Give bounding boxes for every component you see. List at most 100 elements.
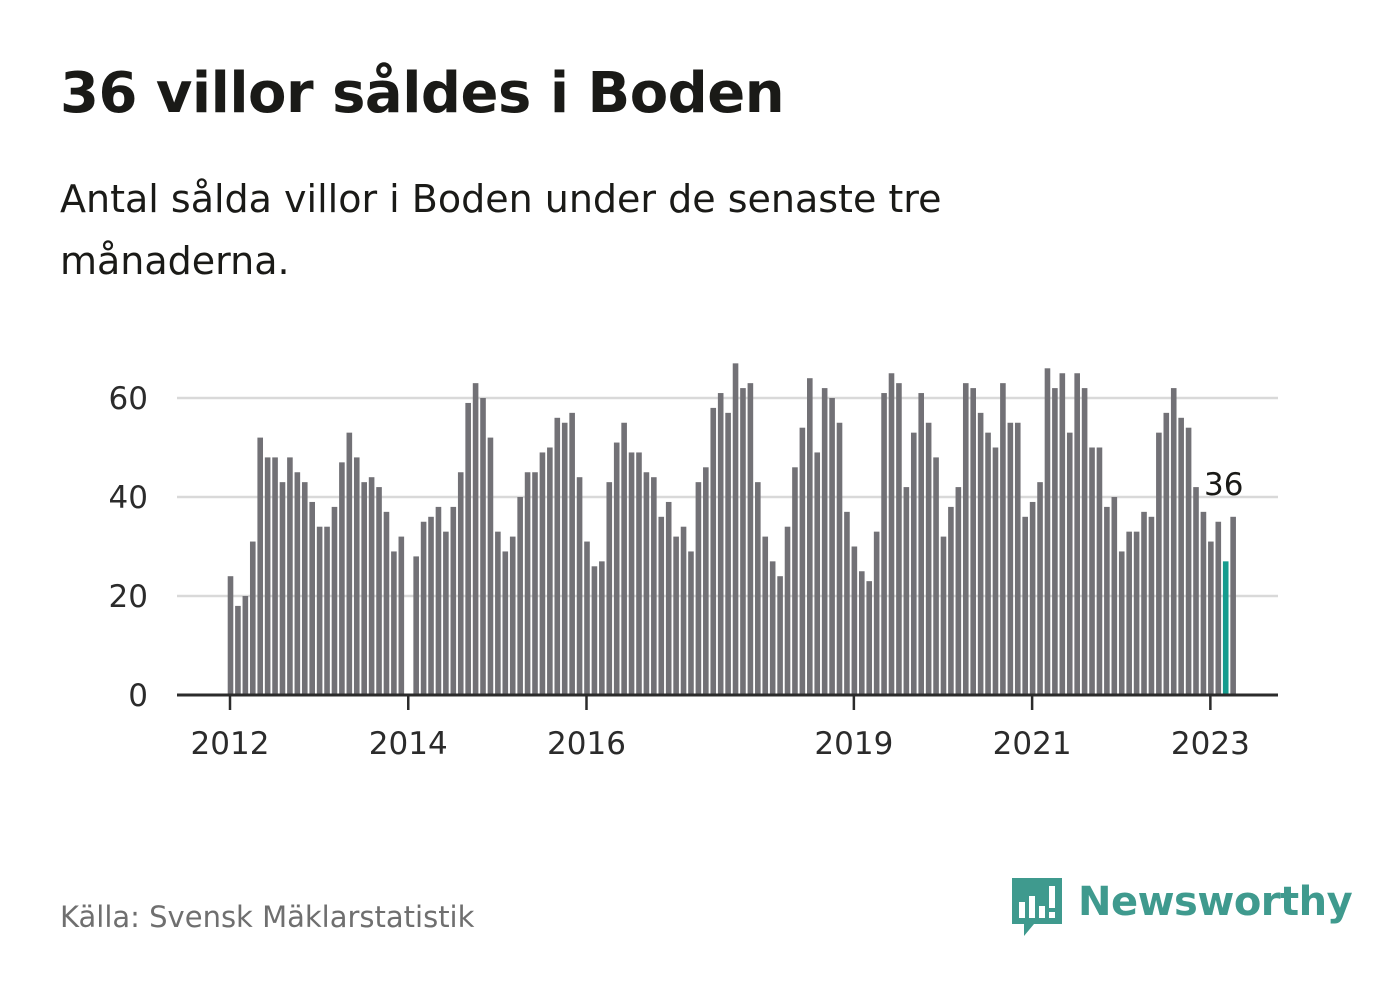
bar bbox=[1163, 412, 1170, 695]
bar bbox=[1059, 373, 1066, 695]
bar bbox=[658, 516, 665, 695]
bar bbox=[1230, 516, 1236, 695]
bar bbox=[420, 521, 427, 695]
bar bbox=[1104, 506, 1110, 695]
bar bbox=[1111, 497, 1118, 695]
chart-title: 36 villor såldes i Boden bbox=[60, 61, 785, 126]
y-tick-label: 40 bbox=[109, 480, 148, 516]
bar bbox=[316, 526, 323, 695]
bar bbox=[695, 482, 702, 695]
bar bbox=[599, 561, 605, 695]
bar bbox=[1089, 447, 1095, 695]
x-tick-label: 2012 bbox=[191, 726, 270, 762]
bar bbox=[1185, 427, 1192, 695]
bar bbox=[955, 487, 962, 695]
bar bbox=[940, 536, 947, 695]
bar bbox=[1118, 551, 1125, 695]
bar bbox=[539, 452, 546, 695]
newsworthy-logo[interactable]: Newsworthy bbox=[1012, 878, 1353, 940]
bar bbox=[606, 482, 613, 695]
bar bbox=[331, 506, 338, 695]
bar bbox=[1170, 388, 1177, 695]
bar bbox=[1141, 511, 1147, 695]
newsworthy-logo-icon bbox=[1012, 878, 1062, 936]
bar bbox=[762, 536, 769, 695]
bar bbox=[740, 388, 746, 695]
bar bbox=[398, 536, 405, 695]
bar bbox=[717, 393, 724, 695]
bar bbox=[688, 551, 694, 695]
bar bbox=[1074, 373, 1080, 695]
bar bbox=[710, 407, 717, 695]
bar bbox=[977, 412, 984, 695]
bar bbox=[755, 482, 761, 695]
bar bbox=[1215, 521, 1222, 695]
bar bbox=[279, 482, 286, 695]
bars bbox=[227, 363, 1236, 695]
bar bbox=[1200, 511, 1207, 695]
bar bbox=[480, 398, 486, 695]
bar bbox=[272, 457, 278, 695]
bar bbox=[1000, 383, 1006, 695]
y-tick-label: 60 bbox=[109, 381, 148, 417]
bar bbox=[294, 472, 301, 695]
bar bbox=[881, 393, 887, 695]
bar bbox=[428, 516, 434, 695]
bar bbox=[1148, 516, 1155, 695]
bar bbox=[933, 457, 939, 695]
bar bbox=[948, 506, 954, 695]
bar bbox=[858, 571, 865, 695]
bar bbox=[576, 477, 583, 695]
bar bbox=[569, 412, 575, 695]
bar bbox=[1066, 432, 1073, 695]
bar bbox=[249, 541, 256, 695]
bar-highlight bbox=[1222, 561, 1229, 695]
bar-chart: 0 20 40 60 2012 2014 2016 2019 2021 2023 36 bbox=[109, 363, 1278, 762]
bar bbox=[1052, 388, 1058, 695]
x-tick-label: 2023 bbox=[1171, 726, 1250, 762]
bar bbox=[324, 526, 330, 695]
bar bbox=[465, 402, 471, 695]
bar bbox=[673, 536, 679, 695]
bar bbox=[1133, 531, 1140, 695]
bar bbox=[584, 541, 590, 695]
bar bbox=[1193, 487, 1199, 695]
bar bbox=[985, 432, 991, 695]
source-note: Källa: Svensk Mäklarstatistik bbox=[60, 900, 475, 934]
bar bbox=[532, 472, 538, 695]
bar bbox=[1037, 482, 1043, 695]
bar bbox=[628, 452, 635, 695]
bar bbox=[301, 482, 308, 695]
bar bbox=[821, 388, 828, 695]
bar bbox=[517, 497, 523, 695]
bar bbox=[495, 531, 501, 695]
bar bbox=[1081, 388, 1088, 695]
bar bbox=[457, 472, 464, 695]
bar bbox=[1044, 368, 1051, 695]
bar bbox=[227, 576, 234, 695]
bar bbox=[1126, 531, 1132, 695]
bar bbox=[784, 526, 791, 695]
bar bbox=[910, 432, 917, 695]
bar bbox=[339, 462, 345, 695]
bar bbox=[376, 487, 382, 695]
bar bbox=[353, 457, 360, 695]
y-tick-label: 20 bbox=[109, 579, 148, 615]
bar bbox=[554, 417, 561, 695]
bar bbox=[509, 536, 516, 695]
bar bbox=[925, 422, 932, 695]
bar bbox=[435, 506, 442, 695]
bar bbox=[962, 383, 969, 695]
bar bbox=[807, 378, 813, 695]
chart-subtitle: Antal sålda villor i Boden under de sena… bbox=[60, 177, 942, 283]
x-tick-label: 2021 bbox=[993, 726, 1072, 762]
bar bbox=[918, 393, 925, 695]
bar bbox=[242, 596, 249, 695]
bar bbox=[680, 526, 687, 695]
bar bbox=[346, 432, 353, 695]
bar bbox=[1014, 422, 1021, 695]
bar bbox=[1178, 417, 1184, 695]
bar bbox=[866, 581, 873, 695]
bar bbox=[1208, 541, 1214, 695]
bar bbox=[844, 511, 850, 695]
